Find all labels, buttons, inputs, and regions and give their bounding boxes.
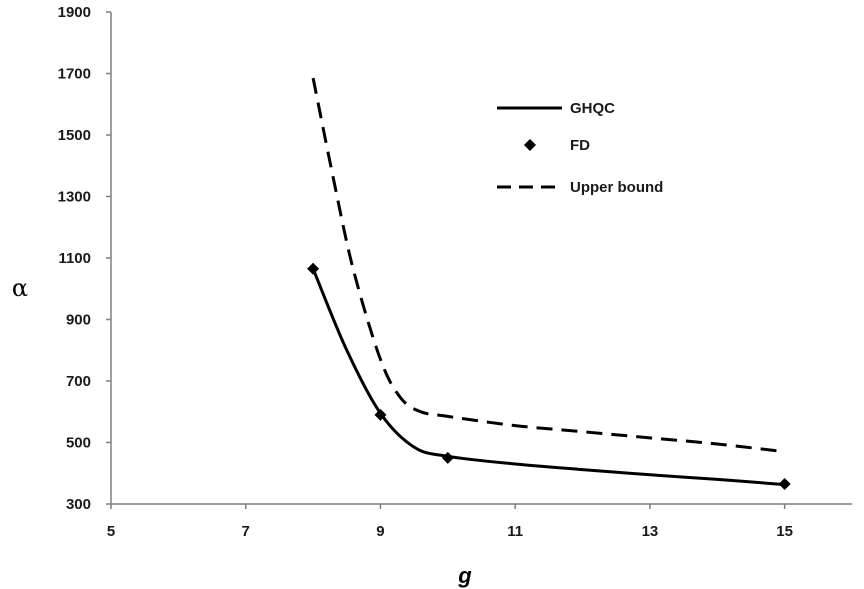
- x-ticks: 5 7 9 11 13 15: [107, 504, 793, 540]
- y-tick-label: 1100: [58, 250, 91, 267]
- legend-label-upper-bound: Upper bound: [570, 179, 663, 196]
- data-point-fd: [307, 262, 320, 275]
- y-tick-label: 1300: [58, 189, 91, 206]
- y-tick-label: 1700: [58, 66, 91, 83]
- legend-label-fd: FD: [570, 137, 590, 154]
- x-tick-label: 13: [642, 523, 659, 540]
- legend: GHQC FD Upper bound: [497, 100, 663, 196]
- series-line-upper-bound: [311, 77, 785, 454]
- data-point-fd: [778, 478, 791, 491]
- legend-swatch-fd: [524, 139, 536, 151]
- series-line-ghqc: [311, 268, 785, 487]
- y-tick-label: 300: [66, 496, 91, 513]
- y-tick-label: 900: [66, 312, 91, 329]
- y-ticks: 300 500 700 900 1100 1300 1500 1700 1900: [58, 4, 111, 513]
- x-tick-label: 15: [776, 523, 793, 540]
- y-tick-label: 500: [66, 435, 91, 452]
- y-tick-label: 700: [66, 373, 91, 390]
- axes: [110, 12, 852, 505]
- x-tick-label: 11: [507, 523, 523, 540]
- data-point-fd: [441, 451, 454, 464]
- x-tick-label: 7: [242, 523, 250, 540]
- x-tick-label: 5: [107, 523, 115, 540]
- y-axis-label: α: [12, 274, 28, 302]
- data-point-fd: [374, 408, 387, 421]
- x-axis-label: g: [457, 563, 472, 588]
- legend-label-ghqc: GHQC: [570, 100, 615, 117]
- y-tick-label: 1900: [58, 4, 91, 21]
- plot-series: [307, 77, 791, 491]
- x-tick-label: 9: [376, 523, 384, 540]
- y-tick-label: 1500: [58, 127, 91, 144]
